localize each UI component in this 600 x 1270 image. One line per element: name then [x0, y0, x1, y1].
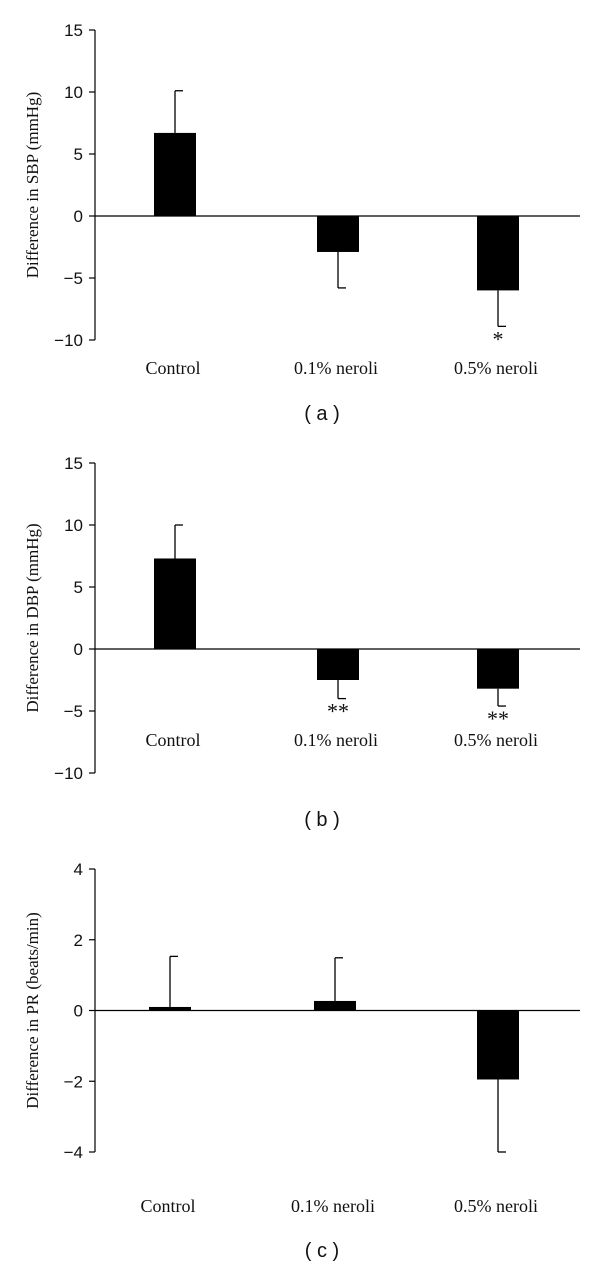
category-label: Control	[140, 1196, 195, 1216]
category-label: 0.1% neroli	[294, 730, 378, 750]
significance-mark: **	[327, 699, 349, 724]
significance-mark: **	[487, 706, 509, 731]
y-tick-label: −4	[64, 1143, 83, 1162]
category-label: Control	[145, 730, 200, 750]
bar-1	[154, 132, 196, 216]
y-tick-label: 4	[74, 860, 83, 879]
y-tick-label: −10	[54, 331, 83, 350]
bar-3	[477, 1010, 519, 1080]
y-tick-label: −2	[64, 1072, 83, 1091]
bar-2	[317, 649, 359, 680]
chart-panel-2: 15 10 5 0 −5 −10 Difference in DBP (mmHg) Contr…	[23, 454, 580, 831]
y-tick-label: 0	[74, 640, 83, 659]
category-label: 0.1% neroli	[291, 1196, 375, 1216]
chart-panel-3: 4 2 0 −2 −4 Difference in PR (beats/min) Contr…	[23, 860, 580, 1262]
y-tick-label: 2	[74, 931, 83, 950]
y-axis-label: Difference in SBP (mmHg)	[23, 92, 42, 279]
y-axis-label: Difference in DBP (mmHg)	[23, 523, 42, 712]
y-tick-label: 10	[64, 516, 83, 535]
significance-mark: *	[493, 326, 504, 351]
bar-3	[477, 216, 519, 291]
category-label: Control	[145, 358, 200, 378]
y-tick-label: 0	[74, 207, 83, 226]
y-tick-label: 10	[64, 83, 83, 102]
bar-2	[317, 216, 359, 252]
y-tick-label: −10	[54, 764, 83, 783]
y-tick-label: 5	[74, 578, 83, 597]
category-label: 0.5% neroli	[454, 1196, 538, 1216]
y-tick-label: 5	[74, 145, 83, 164]
bar-1	[154, 558, 196, 649]
y-tick-label: 15	[64, 454, 83, 473]
y-tick-label: 15	[64, 21, 83, 40]
y-tick-label: −5	[64, 702, 83, 721]
panel-label: ( a )	[304, 403, 340, 425]
y-tick-label: 0	[74, 1002, 83, 1021]
category-label: 0.1% neroli	[294, 358, 378, 378]
panel-label: ( c )	[305, 1240, 339, 1262]
bar-3	[477, 649, 519, 689]
bar-1	[149, 1006, 191, 1011]
y-tick-label: −5	[64, 269, 83, 288]
y-axis-label: Difference in PR (beats/min)	[23, 912, 42, 1109]
bar-2	[314, 1000, 356, 1011]
panel-label: ( b )	[304, 809, 340, 831]
category-label: 0.5% neroli	[454, 358, 538, 378]
category-label: 0.5% neroli	[454, 730, 538, 750]
chart-panel-1: 15 10 5 0 −5 −10 Difference in SBP (mmHg) Contr…	[23, 21, 580, 425]
